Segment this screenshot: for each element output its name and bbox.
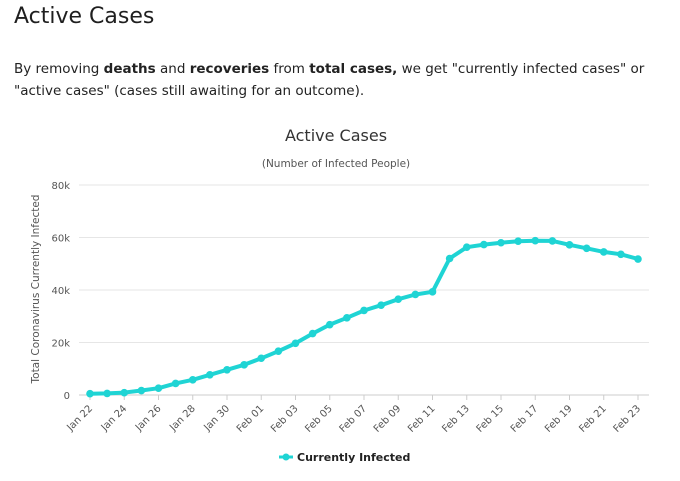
x-tick-label: Feb 21 — [577, 403, 609, 435]
grid-lines — [79, 184, 649, 396]
data-point[interactable] — [291, 339, 300, 348]
intro-bold-deaths: deaths — [103, 61, 156, 77]
x-tick-label: Feb 09 — [372, 403, 404, 435]
intro-text-4: we get "currently infected cases" or "ac… — [14, 61, 645, 99]
x-tick-label: Feb 11 — [406, 403, 438, 435]
data-point[interactable] — [103, 389, 111, 398]
data-point[interactable] — [411, 290, 420, 299]
data-point[interactable] — [445, 254, 454, 263]
data-point[interactable] — [377, 301, 385, 310]
x-tick-label: Feb 15 — [475, 403, 507, 435]
data-point[interactable] — [137, 386, 146, 395]
data-point[interactable] — [188, 375, 197, 384]
x-tick-label: Jan 22 — [64, 403, 95, 434]
data-point[interactable] — [308, 329, 317, 338]
data-point[interactable] — [394, 295, 403, 303]
data-point[interactable] — [582, 244, 591, 253]
data-point[interactable] — [480, 240, 488, 249]
page-heading: Active Cases — [14, 4, 155, 29]
y-axis-label: Total Coronavirus Currently Infected — [30, 195, 42, 385]
data-point[interactable] — [274, 347, 283, 355]
x-tick-label: Feb 01 — [235, 403, 267, 435]
x-tick-label: Feb 17 — [509, 403, 541, 435]
intro-paragraph: By removing deaths and recoveries from t… — [14, 58, 664, 102]
y-tick-label: 0 — [64, 391, 70, 402]
data-point[interactable] — [223, 366, 231, 374]
x-tick-label: Feb 19 — [543, 403, 575, 435]
data-point[interactable] — [206, 370, 214, 379]
data-point[interactable] — [514, 237, 522, 245]
series-layer — [86, 236, 642, 398]
x-tick-label: Feb 07 — [338, 403, 370, 435]
data-point[interactable] — [257, 354, 266, 363]
chart-title: Active Cases — [285, 126, 387, 145]
data-point[interactable] — [343, 314, 351, 322]
data-point[interactable] — [565, 241, 574, 249]
data-point[interactable] — [462, 243, 471, 252]
data-point[interactable] — [634, 255, 642, 263]
intro-text-2: and — [155, 61, 190, 77]
data-point[interactable] — [154, 384, 163, 392]
intro-text-3: from — [269, 61, 310, 77]
data-point[interactable] — [428, 288, 437, 296]
y-tick-label: 60k — [51, 234, 70, 245]
x-tick-label: Feb 05 — [303, 403, 335, 435]
data-point[interactable] — [497, 238, 505, 247]
chart-subtitle: (Number of Infected People) — [262, 158, 410, 170]
intro-bold-total-cases: total cases, — [309, 61, 398, 77]
data-point[interactable] — [617, 250, 625, 259]
series-line-currently-infected — [88, 238, 640, 396]
y-tick-label: 20k — [51, 339, 70, 350]
x-tick-label: Jan 26 — [133, 403, 164, 434]
x-axis-ticks: Jan 22 Jan 24 Jan 26 Jan 28 Jan 30 Feb 01 Feb … — [64, 395, 643, 435]
y-axis-ticks: 0 20k 40k 60k 80k — [51, 181, 70, 402]
x-tick-label: Feb 23 — [612, 403, 644, 435]
legend-label-currently-infected[interactable]: Currently Infected — [297, 451, 410, 464]
x-tick-label: Feb 03 — [269, 403, 301, 435]
legend-marker-swatch — [282, 453, 290, 461]
data-point[interactable] — [240, 361, 248, 369]
data-point[interactable] — [360, 306, 368, 315]
intro-bold-recoveries: recoveries — [189, 61, 270, 77]
data-point[interactable] — [86, 389, 94, 398]
data-point[interactable] — [325, 320, 334, 329]
x-tick-label: Jan 28 — [167, 403, 198, 434]
intro-text-1: By removing — [14, 61, 104, 77]
x-tick-label: Feb 13 — [440, 403, 472, 435]
data-point[interactable] — [599, 248, 608, 256]
legend[interactable]: Currently Infected — [279, 451, 410, 464]
data-point[interactable] — [171, 379, 180, 388]
y-tick-label: 80k — [51, 181, 70, 192]
data-point[interactable] — [531, 236, 540, 245]
data-point[interactable] — [548, 237, 557, 245]
x-tick-label: Jan 30 — [201, 403, 232, 434]
x-tick-label: Jan 24 — [99, 403, 130, 434]
y-tick-label: 40k — [51, 286, 70, 297]
data-point[interactable] — [120, 388, 129, 397]
